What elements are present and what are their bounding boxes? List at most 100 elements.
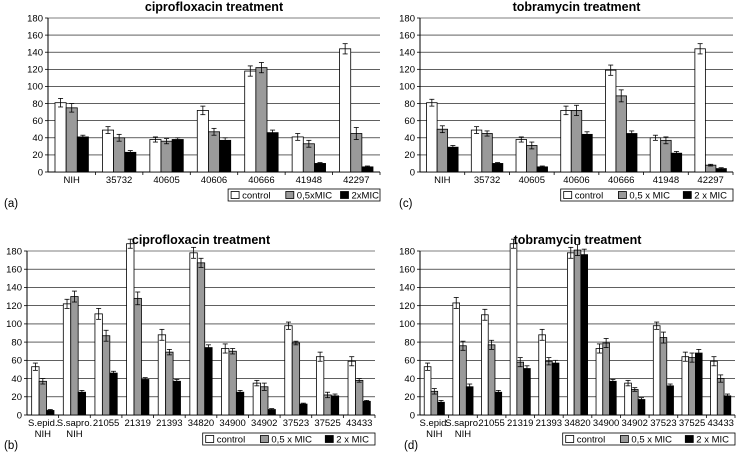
x-tick-label: 40666 <box>608 175 634 186</box>
x-tick-label: 41948 <box>296 175 322 186</box>
x-tick-label: 34900 <box>219 418 245 429</box>
y-tick-label: 180 <box>6 246 22 257</box>
chart-panel-0: ciprofloxacin treatment 0 20 40 60 80 100 120 14… <box>4 0 381 210</box>
bar-control <box>244 70 257 173</box>
bar-2-x-mic <box>494 391 503 416</box>
bar-control <box>452 302 460 416</box>
bar-2xmic <box>314 163 326 173</box>
x-tick-label: 37525 <box>314 418 340 429</box>
legend-swatch <box>618 191 627 199</box>
y-tick-label: 160 <box>27 30 43 41</box>
bar-2-x-mic <box>330 395 340 416</box>
bar-2-x-mic <box>235 391 245 416</box>
x-tick-label: 37523 <box>283 418 309 429</box>
y-tick-label: 100 <box>399 82 415 93</box>
bar-2xmic <box>76 136 89 173</box>
x-tick-label: 40606 <box>563 175 589 186</box>
y-tick-label: 20 <box>32 150 43 161</box>
bar-control <box>681 356 690 416</box>
bar-control <box>126 243 135 416</box>
y-tick-label: 80 <box>404 99 415 110</box>
bar-0-5-x-mic <box>260 386 269 416</box>
bar-0-5-x-mic <box>165 351 174 416</box>
bar-0-5-x-mic <box>481 133 493 173</box>
y-tick-label: 20 <box>404 150 415 161</box>
legend-swatch <box>230 191 240 199</box>
bar-control <box>54 102 67 173</box>
legend-swatch <box>563 191 573 199</box>
legend-swatch <box>259 435 269 443</box>
legend-swatch <box>684 435 694 443</box>
y-tick-label: 0 <box>410 167 415 178</box>
y-tick-label: 160 <box>399 265 415 276</box>
x-tick-label: 34820 <box>188 418 214 429</box>
x-tick-label: 37525 <box>679 418 705 429</box>
x-tick-label: 34902 <box>251 418 277 429</box>
legend-label: 2 x MIC <box>336 435 369 446</box>
chart-title: tobramycin treatment <box>513 0 642 14</box>
legend-label: 0,5xMIC <box>297 191 333 202</box>
bar-control <box>62 303 72 416</box>
x-tick-label: S.epid. NIH <box>420 418 450 440</box>
bar-0-5-x-mic <box>487 344 496 416</box>
bar-0-5-x-mic <box>570 110 583 173</box>
bar-control <box>423 366 432 416</box>
bar-0-5-x-mic <box>631 389 639 416</box>
bar-0-5-x-mic <box>38 380 47 416</box>
y-tick-label: 100 <box>6 319 22 330</box>
bar-0-5-x-mic <box>688 357 696 416</box>
legend-swatch <box>565 435 575 443</box>
legend-label: 0,5 x MIC <box>629 191 670 202</box>
bar-control <box>94 313 103 416</box>
panel-label: (c) <box>399 198 413 210</box>
chart-title: ciprofloxacin treatment <box>132 233 271 247</box>
bar-0-5-x-mic <box>459 345 467 416</box>
x-tick-label: 40606 <box>201 175 227 186</box>
bar-control <box>605 69 617 173</box>
bar-control <box>560 110 572 173</box>
bar-control <box>694 48 706 173</box>
y-tick-label: 60 <box>404 356 415 367</box>
bar-0-5-x-mic <box>70 296 79 416</box>
x-tick-label: 21319 <box>125 418 151 429</box>
bar-0-5-x-mic <box>133 297 142 416</box>
bar-control <box>31 366 40 416</box>
bar-0-5-x-mic <box>228 350 237 416</box>
bar-0-5-x-mic <box>291 342 301 416</box>
legend-label: 2 x MIC <box>696 435 729 446</box>
bar-2xmic <box>124 151 137 173</box>
legend-swatch <box>205 435 215 443</box>
bar-control <box>538 334 546 416</box>
y-tick-label: 0 <box>38 167 43 178</box>
legend-swatch <box>682 191 692 199</box>
y-tick-label: 20 <box>404 392 415 403</box>
y-tick-label: 180 <box>399 246 415 257</box>
bar-control <box>509 243 518 416</box>
bar-control <box>426 102 438 173</box>
y-tick-label: 140 <box>399 48 415 59</box>
bar-2-x-mic <box>580 254 588 416</box>
panel-label: (b) <box>4 440 18 452</box>
x-tick-label: 35732 <box>106 175 132 186</box>
x-tick-label: 34902 <box>622 418 648 429</box>
chart-title: tobramycin treatment <box>514 233 643 247</box>
legend-swatch <box>620 435 629 443</box>
bar-0-5-x-mic <box>101 335 111 416</box>
bar-0-5-x-mic <box>526 145 538 173</box>
x-tick-label: 40605 <box>519 175 545 186</box>
bar-2-x-mic <box>465 386 474 416</box>
y-tick-label: 120 <box>6 301 22 312</box>
bar-0-5xmic <box>255 67 268 173</box>
y-tick-label: 120 <box>399 301 415 312</box>
x-tick-label: 37523 <box>650 418 676 429</box>
x-tick-label: 21055 <box>93 418 119 429</box>
bar-control <box>481 314 489 416</box>
bar-2-x-mic <box>172 380 181 416</box>
bar-control <box>291 136 304 173</box>
chart-panel-3: tobramycin treatment 0 20 40 60 80 100 120 140 16… <box>399 233 736 452</box>
x-tick-label: NIH <box>434 175 451 186</box>
bar-0-5-x-mic <box>716 378 725 416</box>
bar-2-x-mic <box>447 146 459 173</box>
legend-label: 2 x MIC <box>694 191 727 202</box>
legend-swatch <box>324 435 334 443</box>
